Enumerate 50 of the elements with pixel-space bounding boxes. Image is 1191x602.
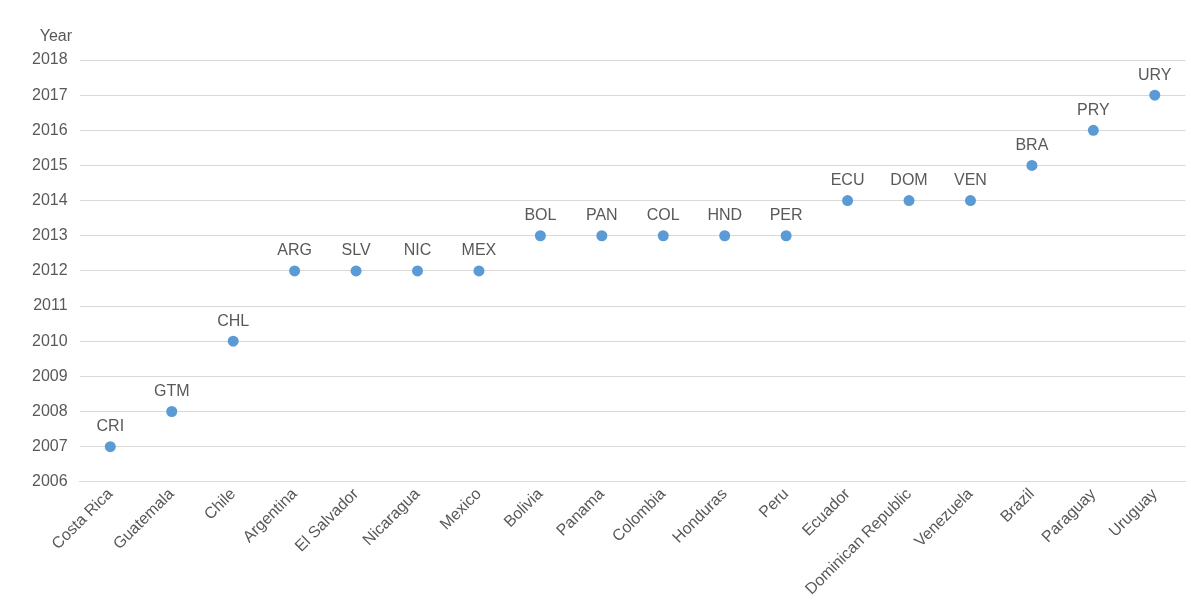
y-tick-label: 2017 xyxy=(32,85,68,103)
point xyxy=(1026,159,1038,171)
annotation: ECU xyxy=(830,171,865,189)
y-tick-label: 2012 xyxy=(32,261,68,279)
point xyxy=(412,265,424,277)
y-tick-label: 2014 xyxy=(32,191,68,209)
annotation: PRY xyxy=(1077,100,1110,118)
point xyxy=(1149,89,1161,101)
y-tick-label: 2006 xyxy=(32,472,68,490)
point xyxy=(719,230,731,242)
annotation: VEN xyxy=(954,171,987,189)
annotation: HND xyxy=(707,206,743,224)
y-tick-label: 2009 xyxy=(32,366,68,384)
point xyxy=(780,230,792,242)
annotation: GTM xyxy=(153,381,190,399)
point xyxy=(1087,124,1099,136)
annotation: PAN xyxy=(585,206,618,224)
point xyxy=(596,230,608,242)
y-tick-label: 2008 xyxy=(32,401,68,419)
annotation: MEX xyxy=(461,241,497,259)
point xyxy=(227,335,239,347)
point xyxy=(166,406,178,418)
annotation: CRI xyxy=(96,417,125,435)
point xyxy=(903,195,915,207)
y-tick-label: 2016 xyxy=(32,120,68,138)
point xyxy=(657,230,669,242)
point xyxy=(289,265,301,277)
point xyxy=(964,195,976,207)
point xyxy=(534,230,546,242)
annotation: BRA xyxy=(1015,135,1049,153)
annotation: ARG xyxy=(277,241,312,259)
y-tick-label: 2011 xyxy=(33,296,68,314)
y-tick-label: 2013 xyxy=(32,226,68,244)
y-tick-label: 2015 xyxy=(32,155,68,173)
annotation: PER xyxy=(769,206,803,224)
annotation: COL xyxy=(646,206,680,224)
annotation: BOL xyxy=(524,206,557,224)
point xyxy=(842,195,854,207)
point xyxy=(104,441,116,453)
y-tick-label: 2010 xyxy=(32,331,68,349)
point xyxy=(473,265,485,277)
annotation: CHL xyxy=(217,311,250,329)
annotation: URY xyxy=(1138,65,1172,83)
annotation: SLV xyxy=(341,241,371,259)
y-axis-title: Year xyxy=(39,27,73,45)
y-tick-label: 2007 xyxy=(32,437,68,455)
y-tick-label: 2018 xyxy=(32,50,68,68)
annotation: NIC xyxy=(403,241,432,259)
annotation: DOM xyxy=(890,171,928,189)
point xyxy=(350,265,362,277)
